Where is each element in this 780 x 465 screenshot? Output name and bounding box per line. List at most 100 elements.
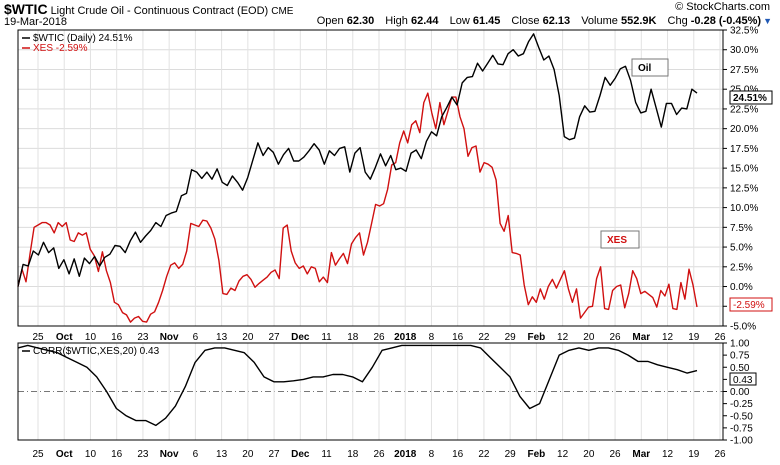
- brand-label: © StockCharts.com: [675, 1, 770, 13]
- low-value: 61.45: [472, 15, 501, 27]
- y-tick-label: 27.5%: [730, 65, 758, 76]
- corr-y-axis: -1.00-0.75-0.50-0.250.000.250.500.751.00: [723, 339, 753, 447]
- corr-y-tick-label: 0.00: [730, 387, 750, 398]
- y-tick-label: 30.0%: [730, 45, 758, 56]
- corr-x-tick-label: Dec: [291, 449, 310, 460]
- chart-header: $WTIC Light Crude Oil - Continuous Contra…: [0, 0, 780, 30]
- corr-x-tick-label: 26: [373, 449, 385, 460]
- corr-x-tick-label: 18: [347, 449, 359, 460]
- corr-x-axis: 25 Oct 10 16 23 Nov 6 13 20 27 Dec 11 18 26 2018 8 16 22 2…: [32, 449, 726, 460]
- x-tick-label: Feb: [527, 332, 545, 343]
- x-tick-label: 12: [662, 332, 674, 343]
- y-tick-label: 2.5%: [730, 262, 753, 273]
- legend-corr: CORR($WTIC,XES,20) 0.43: [33, 346, 160, 357]
- corr-x-tick-label: 27: [269, 449, 281, 460]
- main-grid: [18, 30, 723, 326]
- main-series: [17, 33, 698, 323]
- dropdown-caret-icon[interactable]: ▼: [763, 16, 772, 26]
- y-tick-label: -5.0%: [730, 322, 756, 333]
- volume-label: Volume: [581, 15, 618, 27]
- value-tag-wtic-box: [729, 90, 773, 105]
- corr-x-tick-label: 22: [478, 449, 490, 460]
- low-label: Low: [449, 15, 470, 27]
- x-tick-label: Nov: [160, 332, 179, 343]
- corr-x-tick-label: 8: [429, 449, 435, 460]
- corr-x-tick-label: 10: [85, 449, 97, 460]
- x-tick-label: 20: [242, 332, 254, 343]
- corr-x-tick-label: Nov: [160, 449, 179, 460]
- y-tick-label: 17.5%: [730, 144, 758, 155]
- chg-label: Chg: [667, 15, 688, 27]
- chart-date: 19-Mar-2018: [4, 16, 67, 28]
- instrument-name: Light Crude Oil - Continuous Contract (E…: [50, 5, 269, 17]
- y-tick-label: 5.0%: [730, 243, 753, 254]
- corr-y-tick-label: -0.75: [730, 423, 753, 434]
- series-line-corr: [17, 344, 698, 427]
- y-tick-label: 10.0%: [730, 203, 758, 214]
- series-line-wtic: [17, 33, 698, 287]
- x-tick-label: 22: [478, 332, 490, 343]
- x-tick-label: 26: [714, 332, 726, 343]
- x-tick-label: 2018: [394, 332, 417, 343]
- x-tick-label: 27: [269, 332, 281, 343]
- corr-x-tick-label: 25: [32, 449, 44, 460]
- corr-y-tick-label: -1.00: [730, 436, 753, 447]
- chart-title: $WTIC Light Crude Oil - Continuous Contra…: [4, 1, 293, 17]
- corr-x-tick-label: 11: [321, 449, 332, 460]
- x-tick-label: Dec: [291, 332, 310, 343]
- open-value: 62.30: [346, 15, 375, 27]
- corr-x-tick-label: 16: [111, 449, 123, 460]
- corr-series: [17, 344, 698, 427]
- corr-y-tick-label: 1.00: [730, 339, 750, 350]
- corr-y-tick-label: -0.25: [730, 399, 753, 410]
- x-tick-label: 19: [688, 332, 700, 343]
- x-tick-label: 10: [85, 332, 97, 343]
- series-line-xes: [17, 92, 698, 323]
- x-tick-label: 11: [321, 332, 332, 343]
- corr-x-tick-label: 20: [242, 449, 254, 460]
- chg-value: -0.28 (-0.45%): [690, 15, 762, 27]
- x-tick-label: 16: [452, 332, 464, 343]
- value-tag-wtic: 24.51%: [733, 93, 767, 104]
- value-tag-xes: -2.59%: [733, 300, 765, 311]
- symbol-label: $WTIC: [4, 1, 48, 17]
- corr-y-tick-label: 0.75: [730, 351, 750, 362]
- x-tick-label: 26: [373, 332, 385, 343]
- x-tick-label: 12: [557, 332, 569, 343]
- x-tick-label: 13: [216, 332, 228, 343]
- annotation-xes-box: [600, 230, 640, 249]
- corr-x-tick-label: Feb: [527, 449, 545, 460]
- y-tick-label: 32.5%: [730, 26, 758, 37]
- high-label: High: [385, 15, 408, 27]
- corr-x-tick-label: 12: [557, 449, 569, 460]
- corr-y-tick-label: -0.50: [730, 411, 753, 422]
- x-tick-label: 6: [193, 332, 199, 343]
- main-x-axis: 25 Oct 10 16 23 Nov 6 13 20 27 Dec 11 18 26 2018 8 16 22 2…: [32, 332, 726, 343]
- exchange-label: CME: [271, 6, 294, 17]
- corr-x-tick-label: Oct: [56, 449, 73, 460]
- x-tick-label: Mar: [632, 332, 650, 343]
- main-panel-frame: [17, 29, 724, 327]
- y-tick-label: 12.5%: [730, 183, 758, 194]
- corr-x-tick-label: 2018: [394, 449, 417, 460]
- quote-bar: Open 62.30 High 62.44 Low 61.45 Close 62…: [309, 15, 772, 27]
- corr-x-tick-label: 6: [193, 449, 199, 460]
- main-y-axis: -5.0%-2.5%0.0%2.5%5.0%7.5%10.0%12.5%15.0…: [723, 26, 758, 333]
- corr-y-tick-label: 0.50: [730, 363, 750, 374]
- x-tick-label: 16: [111, 332, 123, 343]
- value-tag-xes-box: [729, 297, 773, 312]
- y-tick-label: 15.0%: [730, 164, 758, 175]
- y-tick-label: 20.0%: [730, 124, 758, 135]
- corr-x-tick-label: 26: [714, 449, 726, 460]
- corr-x-tick-label: 16: [452, 449, 464, 460]
- x-tick-label: 25: [32, 332, 44, 343]
- value-tag-corr-box: [729, 372, 757, 386]
- volume-value: 552.9K: [620, 15, 657, 27]
- close-label: Close: [511, 15, 540, 27]
- annotation-oil-box: [631, 58, 669, 77]
- y-tick-label: 7.5%: [730, 223, 753, 234]
- annotation-xes: XES: [607, 235, 627, 246]
- x-tick-label: 8: [429, 332, 435, 343]
- close-value: 62.13: [542, 15, 571, 27]
- annotation-oil: Oil: [638, 63, 652, 74]
